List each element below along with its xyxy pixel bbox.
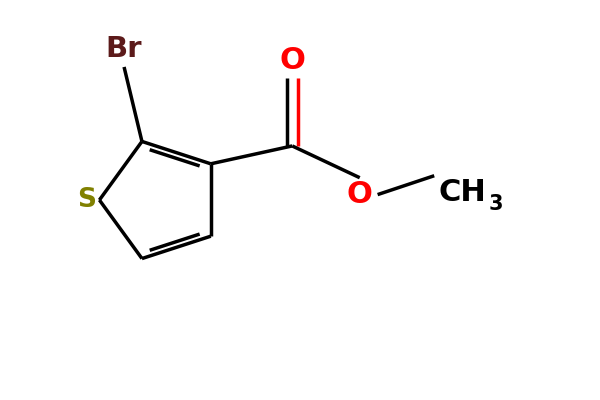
Text: 3: 3 — [488, 194, 503, 214]
Text: Br: Br — [106, 35, 142, 63]
Text: S: S — [77, 187, 96, 213]
Text: O: O — [279, 46, 305, 75]
Text: O: O — [347, 180, 373, 209]
Text: CH: CH — [438, 178, 486, 207]
